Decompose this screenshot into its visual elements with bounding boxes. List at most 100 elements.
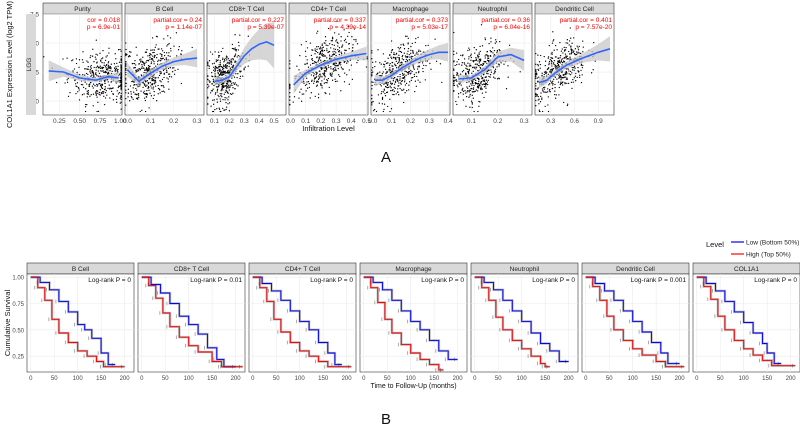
scatter-point [84, 68, 86, 70]
scatter-point [220, 50, 222, 53]
scatter-point [536, 77, 539, 79]
scatter-point [475, 58, 477, 60]
scatter-point [333, 53, 335, 55]
scatter-point [486, 51, 488, 53]
scatter-point [334, 63, 336, 65]
scatter-point [480, 64, 483, 66]
scatter-point [118, 73, 121, 75]
scatter-point [398, 59, 400, 61]
scatter-point [456, 80, 458, 82]
scatter-point [480, 24, 483, 26]
scatter-point [212, 99, 214, 101]
scatter-point [307, 80, 310, 83]
scatter-point [316, 80, 318, 82]
scatter-point [334, 69, 336, 71]
scatter-point [150, 57, 153, 60]
scatter-point [559, 55, 562, 57]
scatter-point [147, 81, 149, 84]
scatter-point [116, 90, 118, 92]
scatter-point [419, 81, 421, 83]
scatter-point [484, 37, 486, 39]
scatter-point [224, 99, 226, 101]
scatter-point [169, 67, 171, 69]
scatter-point [472, 59, 474, 62]
smooth-fit-line [458, 53, 525, 80]
scatter-point [552, 82, 554, 85]
scatter-point [127, 92, 130, 94]
scatter-point [580, 52, 582, 55]
scatter-point [134, 59, 136, 62]
scatter-point [95, 53, 97, 55]
scatter-point [221, 74, 224, 76]
scatter-point [490, 50, 493, 53]
scatter-point [117, 65, 119, 67]
scatter-point [559, 74, 562, 77]
scatter-point [125, 53, 127, 56]
scatter-point [135, 93, 138, 96]
scatter-point [220, 74, 222, 76]
scatter-point [551, 87, 554, 90]
scatter-point [535, 63, 537, 65]
scatter-point [457, 58, 460, 61]
scatter-point [137, 70, 139, 72]
scatter-point [488, 42, 490, 45]
scatter-point [213, 84, 215, 87]
scatter-point [319, 50, 322, 53]
scatter-point [125, 65, 127, 68]
scatter-point [220, 65, 223, 68]
scatter-point [318, 75, 320, 77]
scatter-point [234, 48, 236, 51]
scatter-point [393, 90, 395, 92]
x-tick-label: 0.50 [73, 118, 86, 125]
x-tick-label: 0.5 [362, 118, 371, 125]
p-value-text: p = 6.9e-01 [87, 24, 120, 31]
scatter-point [541, 72, 543, 74]
scatter-point [326, 49, 328, 52]
scatter-point [125, 48, 127, 51]
scatter-point [168, 75, 171, 78]
scatter-point [556, 66, 558, 68]
scatter-point [104, 82, 106, 84]
scatter-point [499, 49, 501, 52]
scatter-point [314, 95, 316, 98]
scatter-point [317, 59, 320, 62]
scatter-point [209, 51, 212, 53]
scatter-point [76, 85, 78, 88]
scatter-point [414, 90, 416, 93]
scatter-point [558, 61, 561, 63]
km-curve-high [363, 276, 444, 371]
scatter-point [489, 50, 491, 52]
scatter-point [418, 66, 421, 68]
scatter-point [232, 65, 234, 68]
scatter-point [103, 91, 105, 93]
scatter-point [118, 91, 121, 94]
scatter-point [86, 96, 88, 98]
scatter-point [539, 63, 542, 66]
scatter-point [143, 62, 145, 64]
scatter-point [220, 70, 222, 72]
scatter-point [218, 95, 220, 98]
correlation-text: partial.cor = 0.227 [232, 17, 285, 24]
scatter-point [90, 94, 92, 96]
scatter-point [331, 79, 334, 81]
scatter-point [152, 83, 154, 85]
scatter-point [92, 72, 95, 75]
x-tick-label: 0.2 [493, 118, 502, 125]
scatter-point [392, 93, 394, 96]
scatter-point [564, 82, 566, 84]
scatter-point [247, 65, 249, 67]
scatter-point [348, 25, 350, 28]
scatter-point [155, 44, 157, 46]
scatter-point [108, 88, 111, 90]
scatter-point [219, 100, 222, 102]
scatter-point [575, 80, 577, 82]
scatter-point [43, 56, 45, 58]
smooth-fit-line [126, 57, 198, 83]
scatter-point [114, 53, 116, 55]
x-tick-label: 50 [717, 376, 724, 382]
scatter-point [557, 64, 559, 67]
scatter-point [178, 45, 180, 48]
scatter-point [227, 92, 229, 95]
x-tick-label: 0.5 [270, 118, 279, 125]
